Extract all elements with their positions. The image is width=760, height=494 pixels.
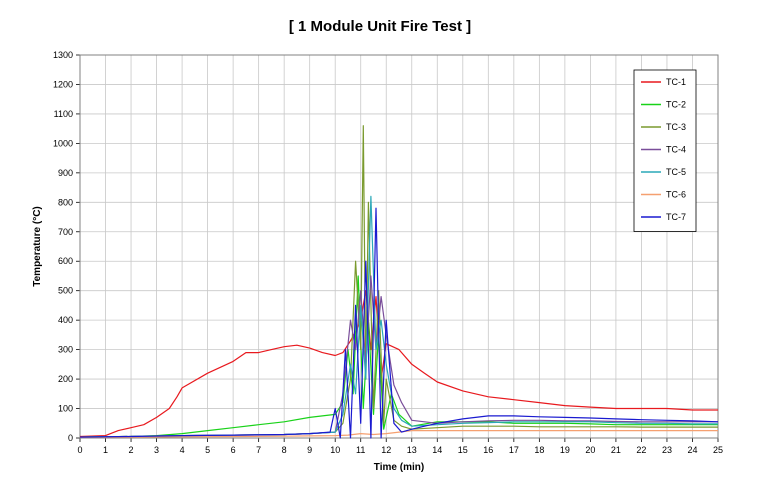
x-tick-label: 6 (231, 445, 236, 455)
x-tick-label: 10 (330, 445, 340, 455)
x-tick-label: 25 (713, 445, 723, 455)
x-tick-label: 17 (509, 445, 519, 455)
series-line-tc-2 (79, 275, 718, 438)
y-tick-label: 1300 (53, 50, 73, 60)
y-tick-label: 700 (58, 227, 73, 237)
x-tick-label: 12 (381, 445, 391, 455)
x-tick-label: 16 (483, 445, 493, 455)
y-tick-label: 300 (58, 345, 73, 355)
x-tick-label: 5 (205, 445, 210, 455)
y-tick-label: 500 (58, 286, 73, 296)
x-axis-label: Time (min) (374, 462, 424, 473)
legend-label: TC-4 (666, 145, 686, 155)
y-axis-label: Temperature (°C) (32, 206, 43, 287)
y-tick-label: 200 (58, 374, 73, 384)
legend-label: TC-7 (666, 212, 686, 222)
x-tick-label: 19 (560, 445, 570, 455)
x-tick-label: 23 (662, 445, 672, 455)
y-tick-label: 800 (58, 197, 73, 207)
series-line-tc-6 (79, 430, 718, 438)
x-tick-label: 22 (636, 445, 646, 455)
y-tick-label: 1200 (53, 79, 73, 89)
legend-label: TC-5 (666, 167, 686, 177)
x-tick-label: 7 (256, 445, 261, 455)
plot-border (79, 54, 719, 439)
plot-area (80, 55, 718, 438)
x-tick-label: 24 (687, 445, 697, 455)
y-tick-label: 100 (58, 404, 73, 414)
x-tick-label: 1 (103, 445, 108, 455)
series-line-tc-7 (79, 207, 719, 439)
x-tick-label: 3 (154, 445, 159, 455)
y-tick-label: 1000 (53, 138, 73, 148)
x-tick-label: 20 (585, 445, 595, 455)
y-tick-label: 600 (58, 256, 73, 266)
x-tick-label: 18 (534, 445, 544, 455)
y-tick-label: 1100 (54, 109, 73, 119)
legend-box (633, 69, 697, 232)
legend-label: TC-3 (666, 122, 686, 132)
x-tick-label: 4 (180, 445, 185, 455)
x-tick-label: 9 (307, 445, 312, 455)
x-tick-label: 15 (458, 445, 468, 455)
x-tick-label: 8 (282, 445, 287, 455)
legend-label: TC-6 (666, 190, 686, 200)
x-tick-label: 14 (432, 445, 442, 455)
x-tick-label: 2 (129, 445, 134, 455)
x-tick-label: 0 (77, 445, 82, 455)
x-tick-label: 13 (407, 445, 417, 455)
chart-title: [ 1 Module Unit Fire Test ] (288, 18, 472, 35)
y-tick-label: 0 (68, 433, 73, 443)
legend-label: TC-2 (666, 100, 686, 110)
y-tick-label: 400 (58, 315, 73, 325)
x-tick-label: 11 (356, 445, 365, 455)
legend-label: TC-1 (666, 77, 686, 87)
y-tick-label: 900 (58, 168, 73, 178)
x-tick-label: 21 (611, 445, 621, 455)
